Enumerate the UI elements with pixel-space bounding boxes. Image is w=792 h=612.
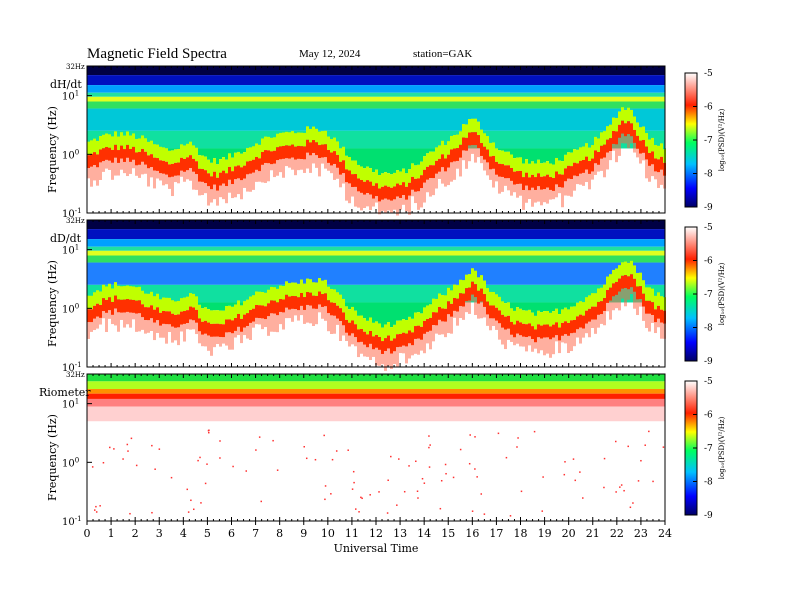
- spectral-band: [87, 101, 665, 109]
- xtick-label: 24: [658, 527, 672, 540]
- panel-label: dD/dt: [50, 232, 82, 245]
- xtick-label: 14: [417, 527, 431, 540]
- ytick-label: 10-1: [62, 515, 82, 528]
- spectrogram-panel-3: Riometer 32Hz 101 100 10-1 Frequency (Hz) -5 -6…: [39, 371, 726, 528]
- colorbar-tick-label: -9: [704, 357, 713, 367]
- colorbar-tick-label: -7: [704, 444, 713, 454]
- xtick-label: 12: [369, 527, 383, 540]
- panel-label: dH/dt: [50, 78, 82, 91]
- spectral-band: [87, 255, 665, 263]
- colorbar-tick-label: -8: [704, 478, 713, 488]
- colorbar-tick-label: -7: [704, 290, 713, 300]
- spectral-band: [87, 75, 665, 86]
- colorbar-tick-label: -9: [704, 511, 713, 521]
- colorbar-title: log₁₀(PSD)(V²/Hz): [718, 108, 726, 171]
- colorbar-tick-label: -9: [704, 203, 713, 213]
- spectral-band: [87, 246, 665, 251]
- xtick-label: 1: [108, 527, 115, 540]
- ymax-label: 32Hz: [66, 63, 85, 71]
- y-axis-title: Frequency (Hz): [46, 260, 59, 347]
- xtick-label: 13: [393, 527, 407, 540]
- colorbar-tick-label: -5: [704, 223, 713, 233]
- colorbar-tick-label: -8: [704, 324, 713, 334]
- xtick-label: 2: [132, 527, 139, 540]
- ytick-label: 100: [62, 456, 79, 469]
- xtick-label: 16: [465, 527, 479, 540]
- spectral-band: [87, 130, 665, 149]
- spectral-band: [87, 239, 665, 247]
- xtick-label: 8: [276, 527, 283, 540]
- colorbar-tick-label: -8: [704, 170, 713, 180]
- xtick-label: 0: [84, 527, 91, 540]
- xtick-label: 19: [538, 527, 552, 540]
- x-axis-title: Universal Time: [334, 542, 419, 555]
- spectral-band: [87, 388, 665, 394]
- station-label: station=GAK: [413, 48, 473, 60]
- colorbar-title: log₁₀(PSD)(V²/Hz): [718, 262, 726, 325]
- colorbar-tick-label: -5: [704, 377, 713, 387]
- ytick-label: 101: [62, 244, 79, 257]
- spectral-band: [87, 398, 665, 407]
- xtick-label: 21: [586, 527, 600, 540]
- xtick-label: 10: [321, 527, 335, 540]
- figure-title: Magnetic Field Spectra: [87, 46, 227, 62]
- spectrogram-panel-2: dD/dt 32Hz 101 100 10-1 Frequency (Hz) -5 -6 -7 -…: [46, 217, 726, 374]
- ymax-label: 32Hz: [66, 217, 85, 225]
- ytick-label: 10-1: [62, 207, 82, 220]
- spectral-band: [87, 393, 665, 399]
- spectral-band: [87, 220, 665, 230]
- spectral-band: [87, 96, 665, 102]
- xtick-label: 15: [441, 527, 455, 540]
- xtick-label: 5: [204, 527, 211, 540]
- colorbar-tick-label: -5: [704, 69, 713, 79]
- y-axis-title: Frequency (Hz): [46, 414, 59, 501]
- colorbar-tick-label: -6: [704, 257, 713, 267]
- spectral-band: [87, 85, 665, 93]
- date-label: May 12, 2024: [299, 48, 361, 60]
- ytick-label: 100: [62, 302, 79, 315]
- colorbar-tick-label: -6: [704, 411, 713, 421]
- spectral-band: [87, 108, 665, 131]
- spectral-band: [87, 406, 665, 422]
- xtick-label: 3: [156, 527, 163, 540]
- ytick-label: 100: [62, 148, 79, 161]
- ymax-label: 32Hz: [66, 371, 85, 379]
- spectral-band: [87, 381, 665, 389]
- colorbar-tick-label: -7: [704, 136, 713, 146]
- colorbar-title: log₁₀(PSD)(V²/Hz): [718, 416, 726, 479]
- xtick-label: 17: [489, 527, 503, 540]
- xtick-label: 11: [345, 527, 359, 540]
- xtick-label: 9: [300, 527, 307, 540]
- xtick-label: 6: [228, 527, 235, 540]
- y-axis-title: Frequency (Hz): [46, 106, 59, 193]
- ytick-label: 101: [62, 90, 79, 103]
- xtick-label: 4: [180, 527, 187, 540]
- spectral-band: [87, 262, 665, 285]
- ytick-label: 10-1: [62, 361, 82, 374]
- colorbar-tick-label: -6: [704, 103, 713, 113]
- spectrogram-panel-1: dH/dt 32Hz 101 100 10-1 Frequency (Hz) -5 -6 -7 -…: [46, 63, 726, 220]
- xtick-label: 7: [252, 527, 259, 540]
- xtick-label: 18: [514, 527, 528, 540]
- spectral-band: [87, 250, 665, 256]
- panel-label: Riometer: [39, 386, 91, 399]
- spectral-band: [87, 66, 665, 76]
- xtick-label: 22: [610, 527, 624, 540]
- ytick-label: 101: [62, 398, 79, 411]
- spectral-band: [87, 229, 665, 240]
- xtick-label: 20: [562, 527, 576, 540]
- spectral-band: [87, 92, 665, 97]
- xtick-label: 23: [634, 527, 648, 540]
- spectral-band: [87, 284, 665, 303]
